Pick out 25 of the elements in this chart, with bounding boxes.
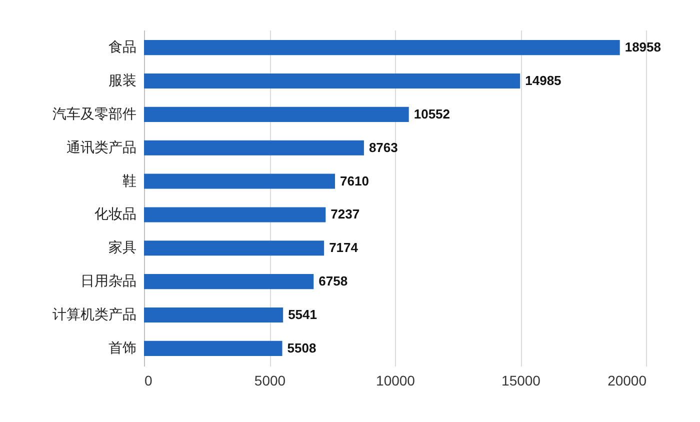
data-label: 7237 [330, 206, 360, 222]
data-label: 14985 [525, 72, 562, 88]
data-label: 5541 [288, 307, 317, 322]
data-label: 6758 [318, 274, 348, 289]
y-tick-label: 汽车及零部件 [52, 105, 136, 122]
x-tick-label: 0 [144, 372, 152, 388]
data-label: 8763 [368, 140, 398, 155]
y-tick-label: 服装 [108, 72, 136, 88]
x-tick-label: 20000 [608, 372, 647, 388]
x-tick-label: 5000 [254, 372, 286, 388]
x-tick-label: 10000 [376, 372, 416, 388]
y-tick-label: 通讯类产品 [66, 138, 136, 155]
data-label: 5508 [287, 340, 316, 356]
data-label: 10552 [414, 106, 450, 122]
y-tick-label: 首饰 [108, 339, 136, 356]
x-tick-label: 15000 [502, 372, 541, 388]
y-tick-label: 日用杂品 [80, 272, 136, 289]
y-tick-label: 计算机类产品 [52, 306, 136, 322]
y-tick-label: 化妆品 [94, 206, 136, 222]
data-label: 7610 [340, 173, 369, 188]
y-tick-label: 鞋 [122, 172, 136, 188]
data-label: 18958 [624, 40, 661, 55]
y-tick-label: 家具 [108, 239, 136, 256]
y-tick-label: 食品 [108, 38, 136, 55]
data-label: 7174 [329, 240, 359, 256]
